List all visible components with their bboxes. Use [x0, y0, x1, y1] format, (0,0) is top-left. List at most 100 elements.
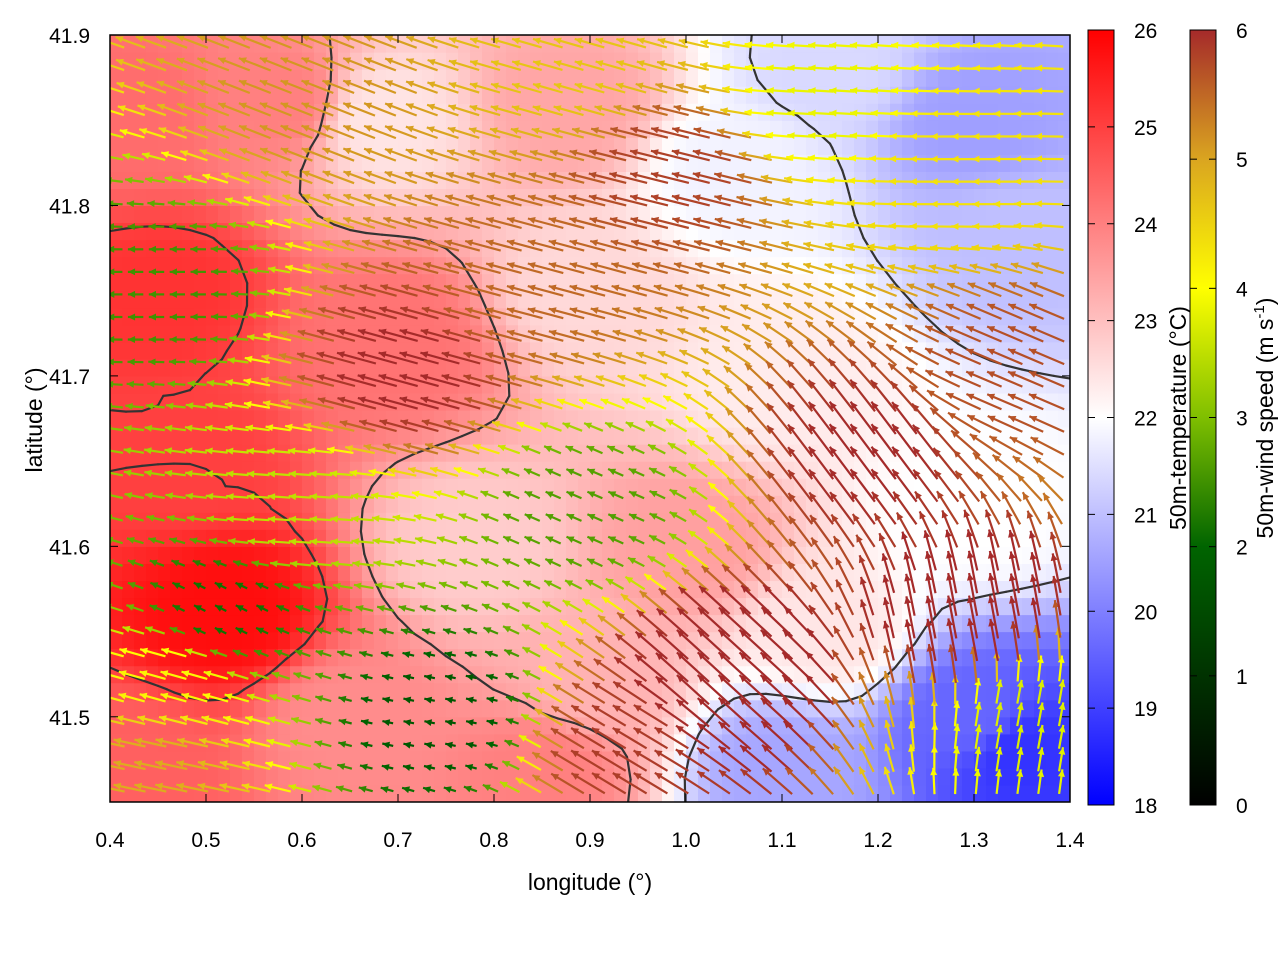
heatmap-cell	[254, 529, 267, 547]
heatmap-cell	[914, 205, 927, 223]
heatmap-cell	[1046, 120, 1059, 138]
heatmap-cell	[302, 649, 315, 667]
contour-segment	[300, 170, 301, 193]
heatmap-cell	[482, 768, 495, 786]
heatmap-cell	[110, 410, 123, 428]
heatmap-cell	[638, 785, 651, 803]
heatmap-cell	[290, 768, 303, 786]
heatmap-cell	[998, 632, 1011, 650]
heatmap-cell	[146, 410, 159, 428]
heatmap-cell	[218, 461, 231, 479]
heatmap-cell	[686, 257, 699, 275]
heatmap-cell	[362, 666, 375, 684]
heatmap-cell	[146, 137, 159, 155]
heatmap-cell	[194, 342, 207, 360]
heatmap-cell	[422, 666, 435, 684]
heatmap-cell	[578, 137, 591, 155]
heatmap-cell	[818, 495, 831, 513]
heatmap-cell	[302, 580, 315, 598]
heatmap-cell	[494, 632, 507, 650]
heatmap-cell	[554, 35, 567, 53]
heatmap-cell	[842, 274, 855, 292]
heatmap-cell	[818, 103, 831, 121]
heatmap-cell	[1058, 52, 1071, 70]
heatmap-cell	[1034, 785, 1047, 803]
heatmap-cell	[194, 274, 207, 292]
heatmap-cell	[494, 751, 507, 769]
heatmap-cell	[218, 529, 231, 547]
heatmap-cell	[1046, 717, 1059, 735]
heatmap-cell	[698, 461, 711, 479]
heatmap-cell	[938, 700, 951, 718]
heatmap-cell	[986, 137, 999, 155]
heatmap-cell	[914, 563, 927, 581]
heatmap-cell	[830, 205, 843, 223]
heatmap-cell	[470, 649, 483, 667]
contour-segment	[494, 327, 495, 328]
heatmap-cell	[122, 461, 135, 479]
heatmap-cell	[902, 69, 915, 87]
heatmap-cell	[602, 69, 615, 87]
wind-arrow-head	[97, 693, 105, 700]
heatmap-cell	[1046, 734, 1059, 752]
heatmap-cell	[290, 461, 303, 479]
heatmap-cell	[794, 205, 807, 223]
heatmap-cell	[422, 717, 435, 735]
heatmap-cell	[878, 69, 891, 87]
heatmap-cell	[506, 410, 519, 428]
heatmap-cell	[266, 86, 279, 104]
heatmap-cell	[518, 683, 531, 701]
heatmap-cell	[722, 154, 735, 172]
heatmap-cell	[374, 205, 387, 223]
heatmap-cell	[770, 205, 783, 223]
heatmap-cell	[374, 120, 387, 138]
heatmap-cell	[122, 137, 135, 155]
heatmap-cell	[602, 308, 615, 326]
heatmap-cell	[158, 700, 171, 718]
heatmap-cell	[746, 785, 759, 803]
heatmap-cell	[1022, 52, 1035, 70]
heatmap-cell	[890, 154, 903, 172]
heatmap-cell	[1046, 274, 1059, 292]
heatmap-cell	[938, 580, 951, 598]
heatmap-cell	[638, 478, 651, 496]
heatmap-cell	[266, 154, 279, 172]
heatmap-cell	[230, 563, 243, 581]
heatmap-cell	[242, 154, 255, 172]
heatmap-cell	[110, 597, 123, 615]
heatmap-cell	[338, 529, 351, 547]
heatmap-cell	[818, 52, 831, 70]
heatmap-cell	[146, 563, 159, 581]
heatmap-cell	[254, 632, 267, 650]
heatmap-cell	[818, 529, 831, 547]
heatmap-cell	[734, 785, 747, 803]
heatmap-cell	[770, 257, 783, 275]
heatmap-cell	[530, 580, 543, 598]
heatmap-cell	[326, 700, 339, 718]
heatmap-cell	[422, 529, 435, 547]
heatmap-cell	[134, 478, 147, 496]
heatmap-cell	[914, 137, 927, 155]
heatmap-cell	[950, 69, 963, 87]
heatmap-cell	[770, 137, 783, 155]
heatmap-cell	[890, 205, 903, 223]
heatmap-cell	[194, 478, 207, 496]
heatmap-cell	[290, 700, 303, 718]
heatmap-cell	[194, 649, 207, 667]
heatmap-cell	[770, 69, 783, 87]
heatmap-cell	[1046, 103, 1059, 121]
heatmap-cell	[1022, 666, 1035, 684]
heatmap-cell	[410, 734, 423, 752]
heatmap-cell	[962, 120, 975, 138]
heatmap-cell	[482, 495, 495, 513]
heatmap-cell	[158, 683, 171, 701]
heatmap-cell	[926, 734, 939, 752]
heatmap-cell	[578, 222, 591, 240]
heatmap-cell	[1022, 683, 1035, 701]
heatmap-cell	[914, 580, 927, 598]
heatmap-cell	[878, 154, 891, 172]
heatmap-cell	[434, 734, 447, 752]
heatmap-cell	[1034, 137, 1047, 155]
heatmap-cell	[1046, 205, 1059, 223]
heatmap-cell	[458, 563, 471, 581]
